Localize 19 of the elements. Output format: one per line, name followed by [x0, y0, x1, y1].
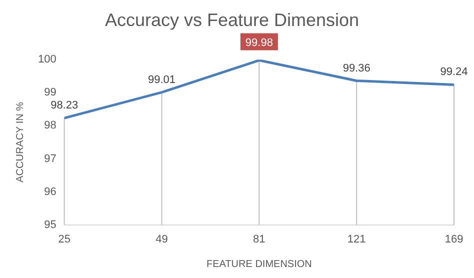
annotation: 99.98 [245, 36, 273, 49]
data-label: 99.01 [148, 74, 176, 86]
y-tick-label: 97 [44, 152, 56, 165]
x-tick-label: 25 [58, 233, 70, 246]
chart-title: Accuracy vs Feature Dimension [104, 10, 360, 30]
y-tick-label: 100 [38, 54, 56, 66]
x-tick-label: 121 [347, 233, 366, 246]
y-axis-title: ACCURACY IN % [14, 102, 26, 182]
x-axis-title: FEATURE DIMENSION [206, 258, 312, 270]
data-label: 99.36 [342, 62, 370, 74]
data-label: 98.23 [50, 100, 78, 112]
x-tick-label: 49 [156, 233, 168, 246]
data-label: 99.24 [440, 66, 468, 78]
y-tick-label: 98 [44, 120, 56, 132]
x-tick-label: 169 [444, 233, 464, 246]
y-tick-label: 95 [44, 218, 56, 231]
y-tick-label: 99 [44, 86, 56, 99]
x-tick-label: 81 [253, 233, 266, 246]
y-tick-label: 96 [44, 186, 56, 198]
